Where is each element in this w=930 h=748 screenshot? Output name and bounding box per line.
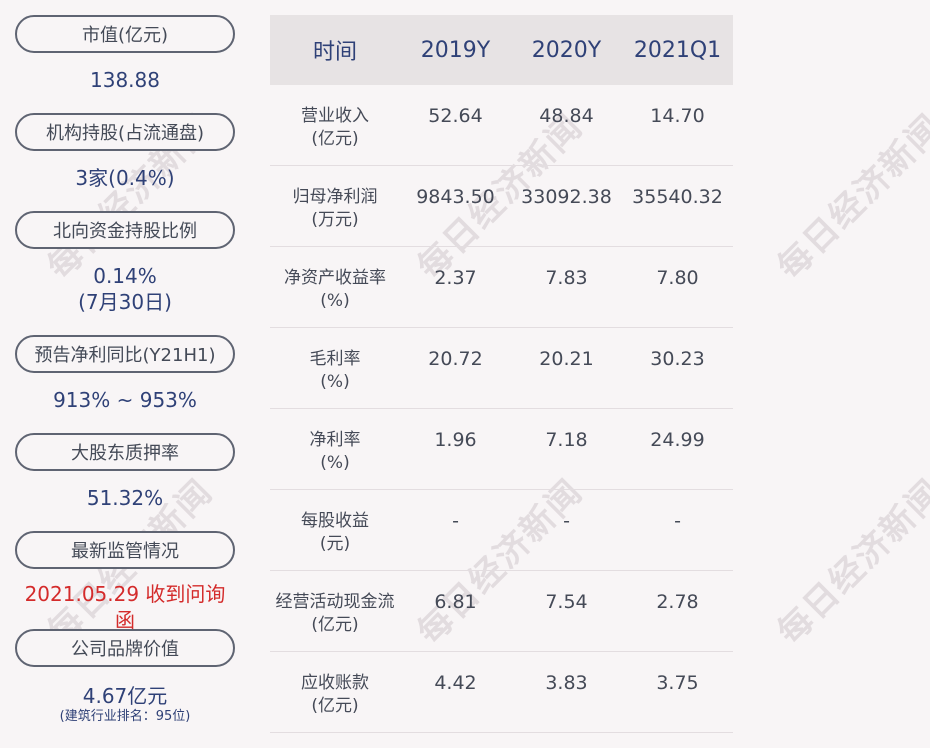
table-cell: 7.18 (545, 429, 588, 451)
header-2021q1: 2021Q1 (633, 37, 722, 63)
table-cell: 4.42 (434, 672, 477, 694)
watermark: 每日经济新闻 (769, 471, 930, 653)
table-row: 归母净利润 (万元) 9843.50 33092.38 35540.32 (270, 166, 733, 247)
brand-value-value: 4.67亿元 (82, 684, 168, 708)
watermark: 每日经济新闻 (769, 106, 930, 288)
market-cap-value: 138.88 (90, 68, 160, 92)
northbound-holding-value: 0.14% (93, 264, 157, 288)
row-label: 每股收益 (元) (301, 511, 369, 554)
table-cell: 30.23 (650, 348, 705, 370)
table-header: 时间 2019Y 2020Y 2021Q1 (270, 15, 733, 85)
institutional-holding-value: 3家(0.4%) (75, 166, 175, 190)
table-cell: - (674, 510, 681, 532)
institutional-holding-label: 机构持股(占流通盘) (15, 113, 235, 151)
pledge-rate-label: 大股东质押率 (15, 433, 235, 471)
table-row: 营业收入 (亿元) 52.64 48.84 14.70 (270, 85, 733, 166)
table-cell: 2.37 (434, 267, 477, 289)
brand-value-label: 公司品牌价值 (15, 629, 235, 667)
profit-forecast-value: 913% ~ 953% (53, 388, 197, 412)
table-row: 应收账款 (亿元) 4.42 3.83 3.75 (270, 652, 733, 733)
table-cell: 7.83 (545, 267, 588, 289)
northbound-holding-label: 北向资金持股比例 (15, 211, 235, 249)
table-cell: 7.80 (656, 267, 699, 289)
row-label: 归母净利润 (万元) (292, 187, 378, 230)
row-label: 毛利率 (%) (309, 349, 361, 392)
table-cell: 7.54 (545, 591, 588, 613)
northbound-holding-date: (7月30日) (78, 290, 172, 314)
regulation-value: 2021.05.29 收到问询函 (24, 582, 226, 632)
table-row: 经营活动现金流 (亿元) 6.81 7.54 2.78 (270, 571, 733, 652)
table-cell: 20.72 (428, 348, 483, 370)
table-cell: 14.70 (650, 105, 705, 127)
regulation-label: 最新监管情况 (15, 531, 235, 569)
table-cell: 2.78 (656, 591, 699, 613)
header-2020y: 2020Y (531, 37, 602, 63)
table-row: 每股收益 (元) - - - (270, 490, 733, 571)
table-cell: - (563, 510, 570, 532)
header-2019y: 2019Y (420, 37, 491, 63)
row-label: 经营活动现金流 (亿元) (275, 592, 395, 635)
table-row: 净资产收益率 (%) 2.37 7.83 7.80 (270, 247, 733, 328)
table-cell: - (452, 510, 459, 532)
metrics-panel: 市值(亿元) 138.88 机构持股(占流通盘) 3家(0.4%) 北向资金持股… (15, 15, 235, 725)
table-cell: 33092.38 (521, 186, 612, 208)
pledge-rate-value: 51.32% (86, 486, 164, 510)
row-label: 净利率 (%) (309, 430, 361, 473)
header-time: 时间 (312, 40, 357, 65)
market-cap-label: 市值(亿元) (15, 15, 235, 53)
table-cell: 9843.50 (416, 186, 495, 208)
brand-value-rank: (建筑行业排名：95位) (59, 709, 191, 724)
table-row: 净利率 (%) 1.96 7.18 24.99 (270, 409, 733, 490)
financial-table: 时间 2019Y 2020Y 2021Q1 营业收入 (亿元) 52.64 48.… (270, 15, 733, 733)
table-cell: 52.64 (428, 105, 483, 127)
table-cell: 3.83 (545, 672, 588, 694)
row-label: 净资产收益率 (%) (284, 268, 386, 311)
table-cell: 35540.32 (632, 186, 723, 208)
table-cell: 3.75 (656, 672, 699, 694)
profit-forecast-label: 预告净利同比(Y21H1) (15, 335, 235, 373)
table-cell: 1.96 (434, 429, 477, 451)
table-cell: 48.84 (539, 105, 594, 127)
table-cell: 24.99 (650, 429, 705, 451)
row-label: 营业收入 (亿元) (301, 106, 369, 149)
table-cell: 6.81 (434, 591, 477, 613)
row-label: 应收账款 (亿元) (301, 673, 369, 716)
table-row: 毛利率 (%) 20.72 20.21 30.23 (270, 328, 733, 409)
table-cell: 20.21 (539, 348, 594, 370)
